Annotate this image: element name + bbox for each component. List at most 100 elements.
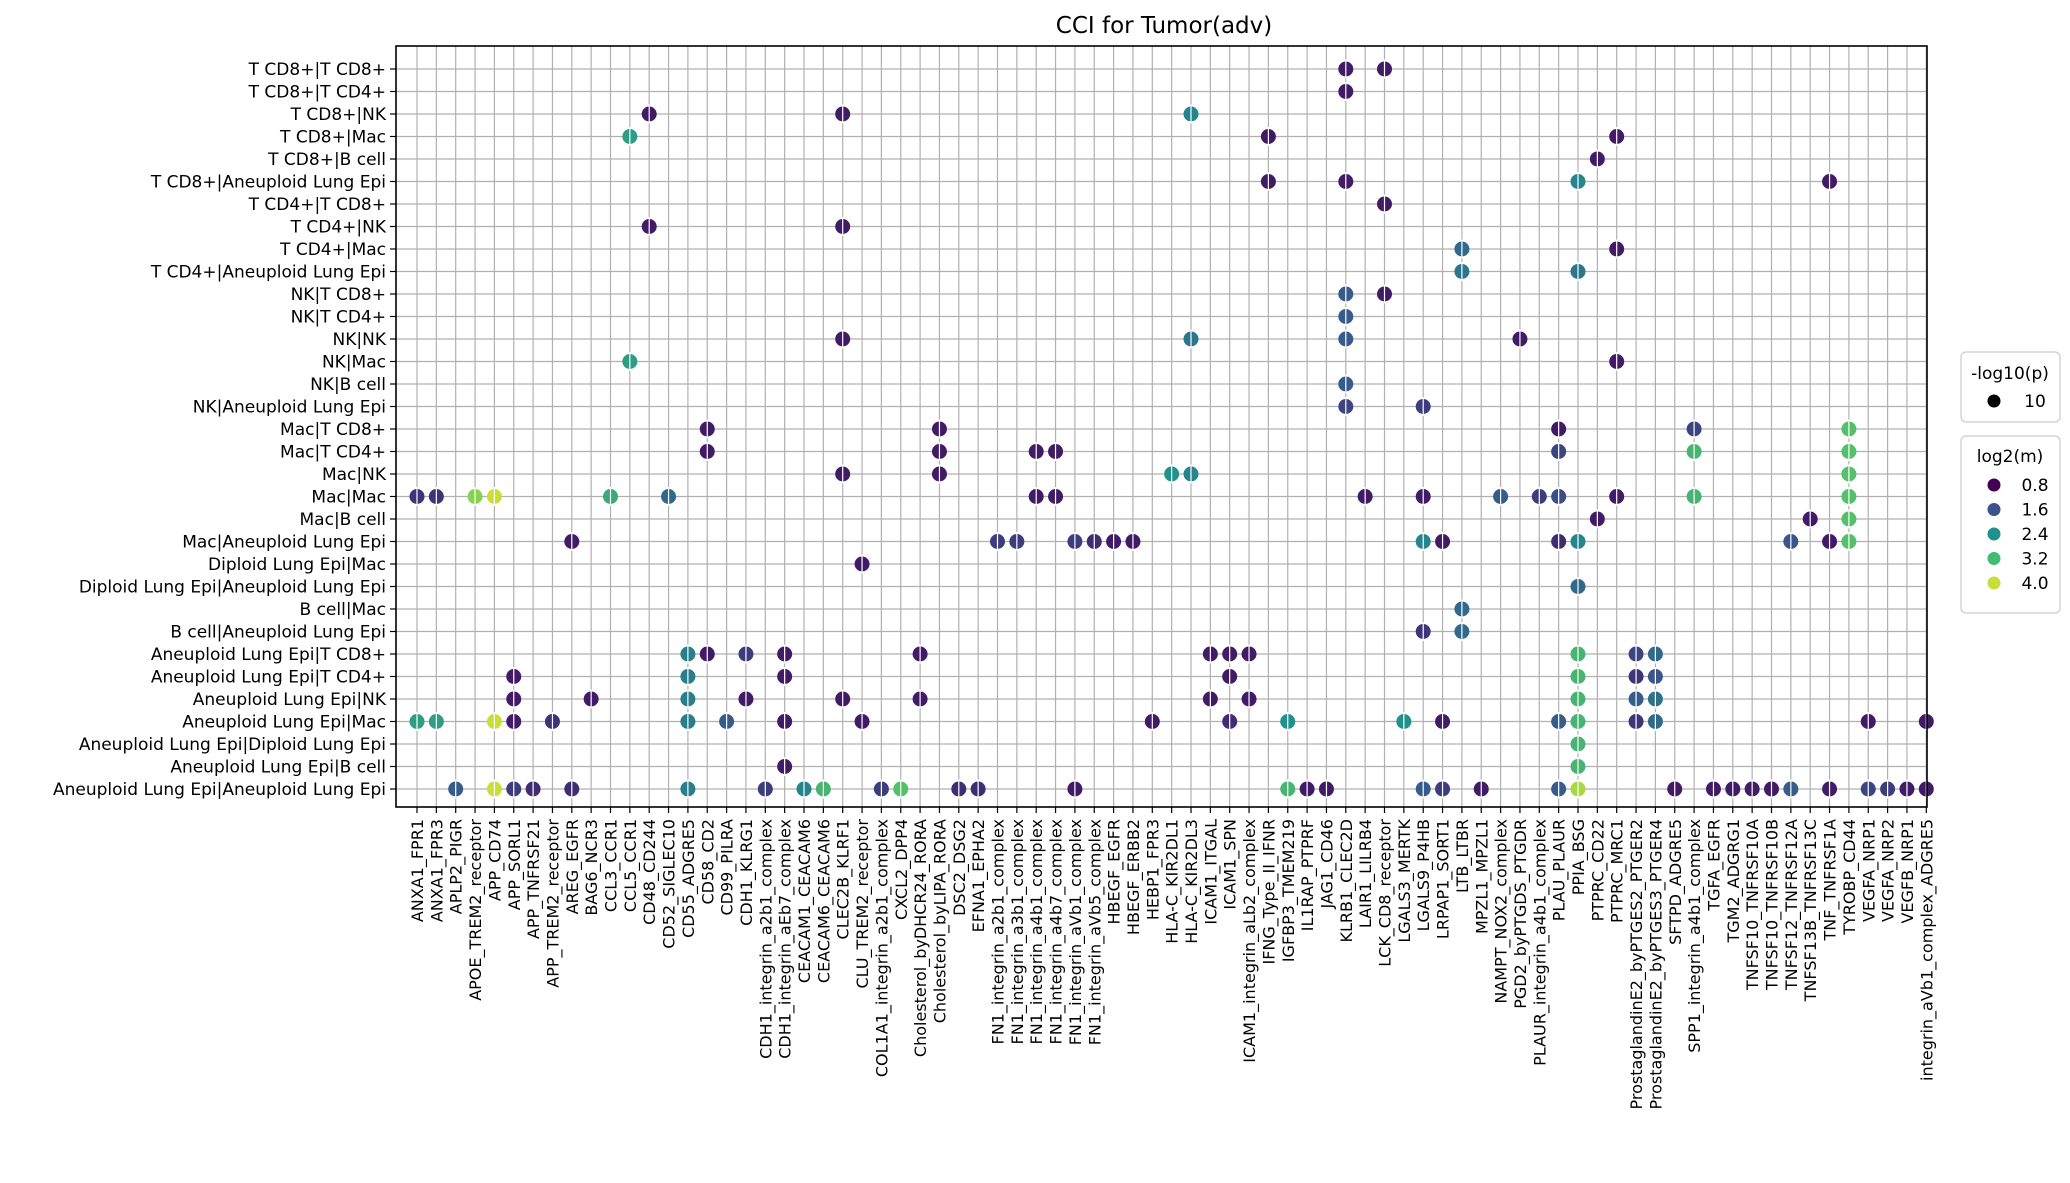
x-tick-label: TYROBP_CD44 bbox=[1840, 819, 1860, 936]
size-legend-frame bbox=[1960, 351, 2061, 423]
y-tick-label: T CD8+|Mac bbox=[279, 128, 386, 148]
x-tick-label: CEACAM6_CEACAM6 bbox=[814, 819, 834, 983]
data-point bbox=[1473, 779, 1489, 799]
x-tick-label: NAMPT_NOX2_complex bbox=[1492, 819, 1512, 1004]
data-point bbox=[1802, 509, 1818, 529]
x-tick-label: LCK_CD8_receptor bbox=[1376, 819, 1396, 967]
x-tick-label: LAIR1_LILRB4 bbox=[1356, 819, 1376, 928]
data-point bbox=[1551, 487, 1567, 506]
color-legend-item: 3.2 bbox=[1987, 550, 2049, 570]
x-tick-label: FN1_integrin_a4b1_complex bbox=[1027, 819, 1047, 1045]
data-point bbox=[1048, 442, 1064, 461]
y-tick-label: NK|Mac bbox=[322, 353, 386, 373]
data-point bbox=[680, 689, 696, 709]
x-tick-label: PLAUR_integrin_a4b1_complex bbox=[1530, 819, 1550, 1066]
data-point bbox=[544, 712, 560, 731]
y-tick-label: Aneuploid Lung Epi|NK bbox=[193, 690, 387, 710]
y-tick-label: NK|T CD8+ bbox=[291, 285, 386, 305]
data-point bbox=[1435, 712, 1451, 731]
x-tick-label: integrin_aVb1_complex_ADGRE5 bbox=[1917, 819, 1937, 1081]
data-point bbox=[1260, 127, 1276, 146]
data-point bbox=[1570, 577, 1586, 596]
y-tick-label: Aneuploid Lung Epi|Diploid Lung Epi bbox=[79, 735, 386, 755]
data-point bbox=[1647, 712, 1663, 731]
x-tick-label: VEGFA_NRP2 bbox=[1879, 819, 1899, 922]
data-point bbox=[1086, 532, 1102, 551]
data-point bbox=[1570, 734, 1586, 754]
data-point bbox=[1570, 757, 1586, 776]
x-tick-label: CD58_CD2 bbox=[698, 819, 718, 905]
data-point bbox=[1589, 509, 1605, 529]
y-tick-label: Mac|T CD4+ bbox=[280, 443, 386, 463]
data-point bbox=[486, 712, 502, 731]
data-point bbox=[1222, 667, 1238, 686]
color-legend-title: log2(m) bbox=[1977, 447, 2044, 467]
y-tick-label: Aneuploid Lung Epi|Aneuploid Lung Epi bbox=[53, 780, 386, 800]
data-point bbox=[1183, 329, 1199, 349]
data-point bbox=[1551, 532, 1567, 551]
x-tick-label: PLAU_PLAUR bbox=[1550, 819, 1570, 921]
data-point bbox=[506, 712, 522, 731]
data-point bbox=[1202, 689, 1218, 709]
data-point bbox=[1667, 779, 1683, 799]
data-point bbox=[1377, 284, 1392, 304]
x-tick-label: VEGFA_NRP1 bbox=[1859, 819, 1879, 922]
data-point bbox=[1338, 284, 1354, 304]
color-legend-marker bbox=[1987, 527, 2001, 541]
data-point bbox=[1628, 667, 1644, 686]
data-points bbox=[409, 59, 1934, 799]
data-point bbox=[970, 779, 986, 799]
data-point bbox=[1260, 172, 1276, 191]
data-point bbox=[1415, 779, 1431, 799]
data-point bbox=[1860, 712, 1876, 731]
data-point bbox=[1028, 442, 1044, 461]
x-tick-label: ICAM1_integrin_aLb2_complex bbox=[1240, 819, 1260, 1063]
data-point bbox=[931, 442, 947, 461]
x-tick-label: CD52_SIGLEC10 bbox=[660, 819, 680, 949]
color-legend-label: 2.4 bbox=[2021, 525, 2048, 545]
x-tick-label: TNFSF10_TNFRSF10A bbox=[1743, 819, 1763, 991]
data-point bbox=[951, 779, 967, 799]
x-tick-label: PTPRC_CD22 bbox=[1588, 819, 1608, 921]
x-tick-label: FN1_integrin_a2b1_complex bbox=[989, 819, 1009, 1045]
data-point bbox=[1551, 442, 1567, 461]
y-tick-label: Aneuploid Lung Epi|B cell bbox=[170, 758, 386, 778]
size-legend-title: -log10(p) bbox=[1971, 364, 2049, 384]
y-tick-label: Mac|B cell bbox=[300, 510, 386, 530]
x-tick-label: MPZL1_MPZL1 bbox=[1472, 819, 1492, 934]
data-point bbox=[912, 644, 928, 664]
data-point bbox=[1647, 689, 1663, 709]
data-point bbox=[680, 644, 696, 664]
plot-frame bbox=[395, 45, 1928, 808]
data-point bbox=[1512, 329, 1528, 349]
data-point bbox=[719, 712, 735, 731]
x-tick-label: SFTPD_ADGRE5 bbox=[1666, 819, 1686, 945]
x-tick-label: CEACAM1_CEACAM6 bbox=[795, 819, 815, 983]
data-point bbox=[1415, 622, 1431, 641]
y-tick-label: B cell|Mac bbox=[300, 600, 386, 620]
data-point bbox=[1783, 532, 1799, 551]
data-point bbox=[1222, 712, 1238, 731]
y-tick-label: Mac|NK bbox=[322, 465, 387, 485]
color-legend-label: 3.2 bbox=[2021, 550, 2048, 570]
color-legend-item: 4.0 bbox=[1987, 574, 2049, 594]
y-tick-label: Diploid Lung Epi|Mac bbox=[208, 555, 386, 575]
data-point bbox=[1783, 779, 1799, 799]
color-legend-marker bbox=[1987, 478, 2001, 492]
data-point bbox=[1570, 532, 1586, 551]
x-tick-label: IL1RAP_PTPRF bbox=[1298, 819, 1318, 931]
y-tick-label: Aneuploid Lung Epi|Mac bbox=[182, 713, 386, 733]
x-tick-label: LGALS9_P4HB bbox=[1414, 819, 1434, 931]
data-point bbox=[1183, 104, 1199, 124]
data-point bbox=[1570, 262, 1586, 281]
x-tick-label: CXCL2_DPP4 bbox=[892, 819, 912, 920]
x-tick-label: HLA-C_KIR2DL1 bbox=[1163, 819, 1183, 944]
data-point bbox=[815, 779, 831, 799]
color-legend-label: 0.8 bbox=[2021, 476, 2048, 496]
data-point bbox=[1570, 779, 1586, 799]
data-point bbox=[1415, 532, 1431, 551]
data-point bbox=[1841, 442, 1857, 461]
data-point bbox=[1454, 599, 1470, 619]
x-tick-label: CD48_CD244 bbox=[640, 819, 660, 925]
